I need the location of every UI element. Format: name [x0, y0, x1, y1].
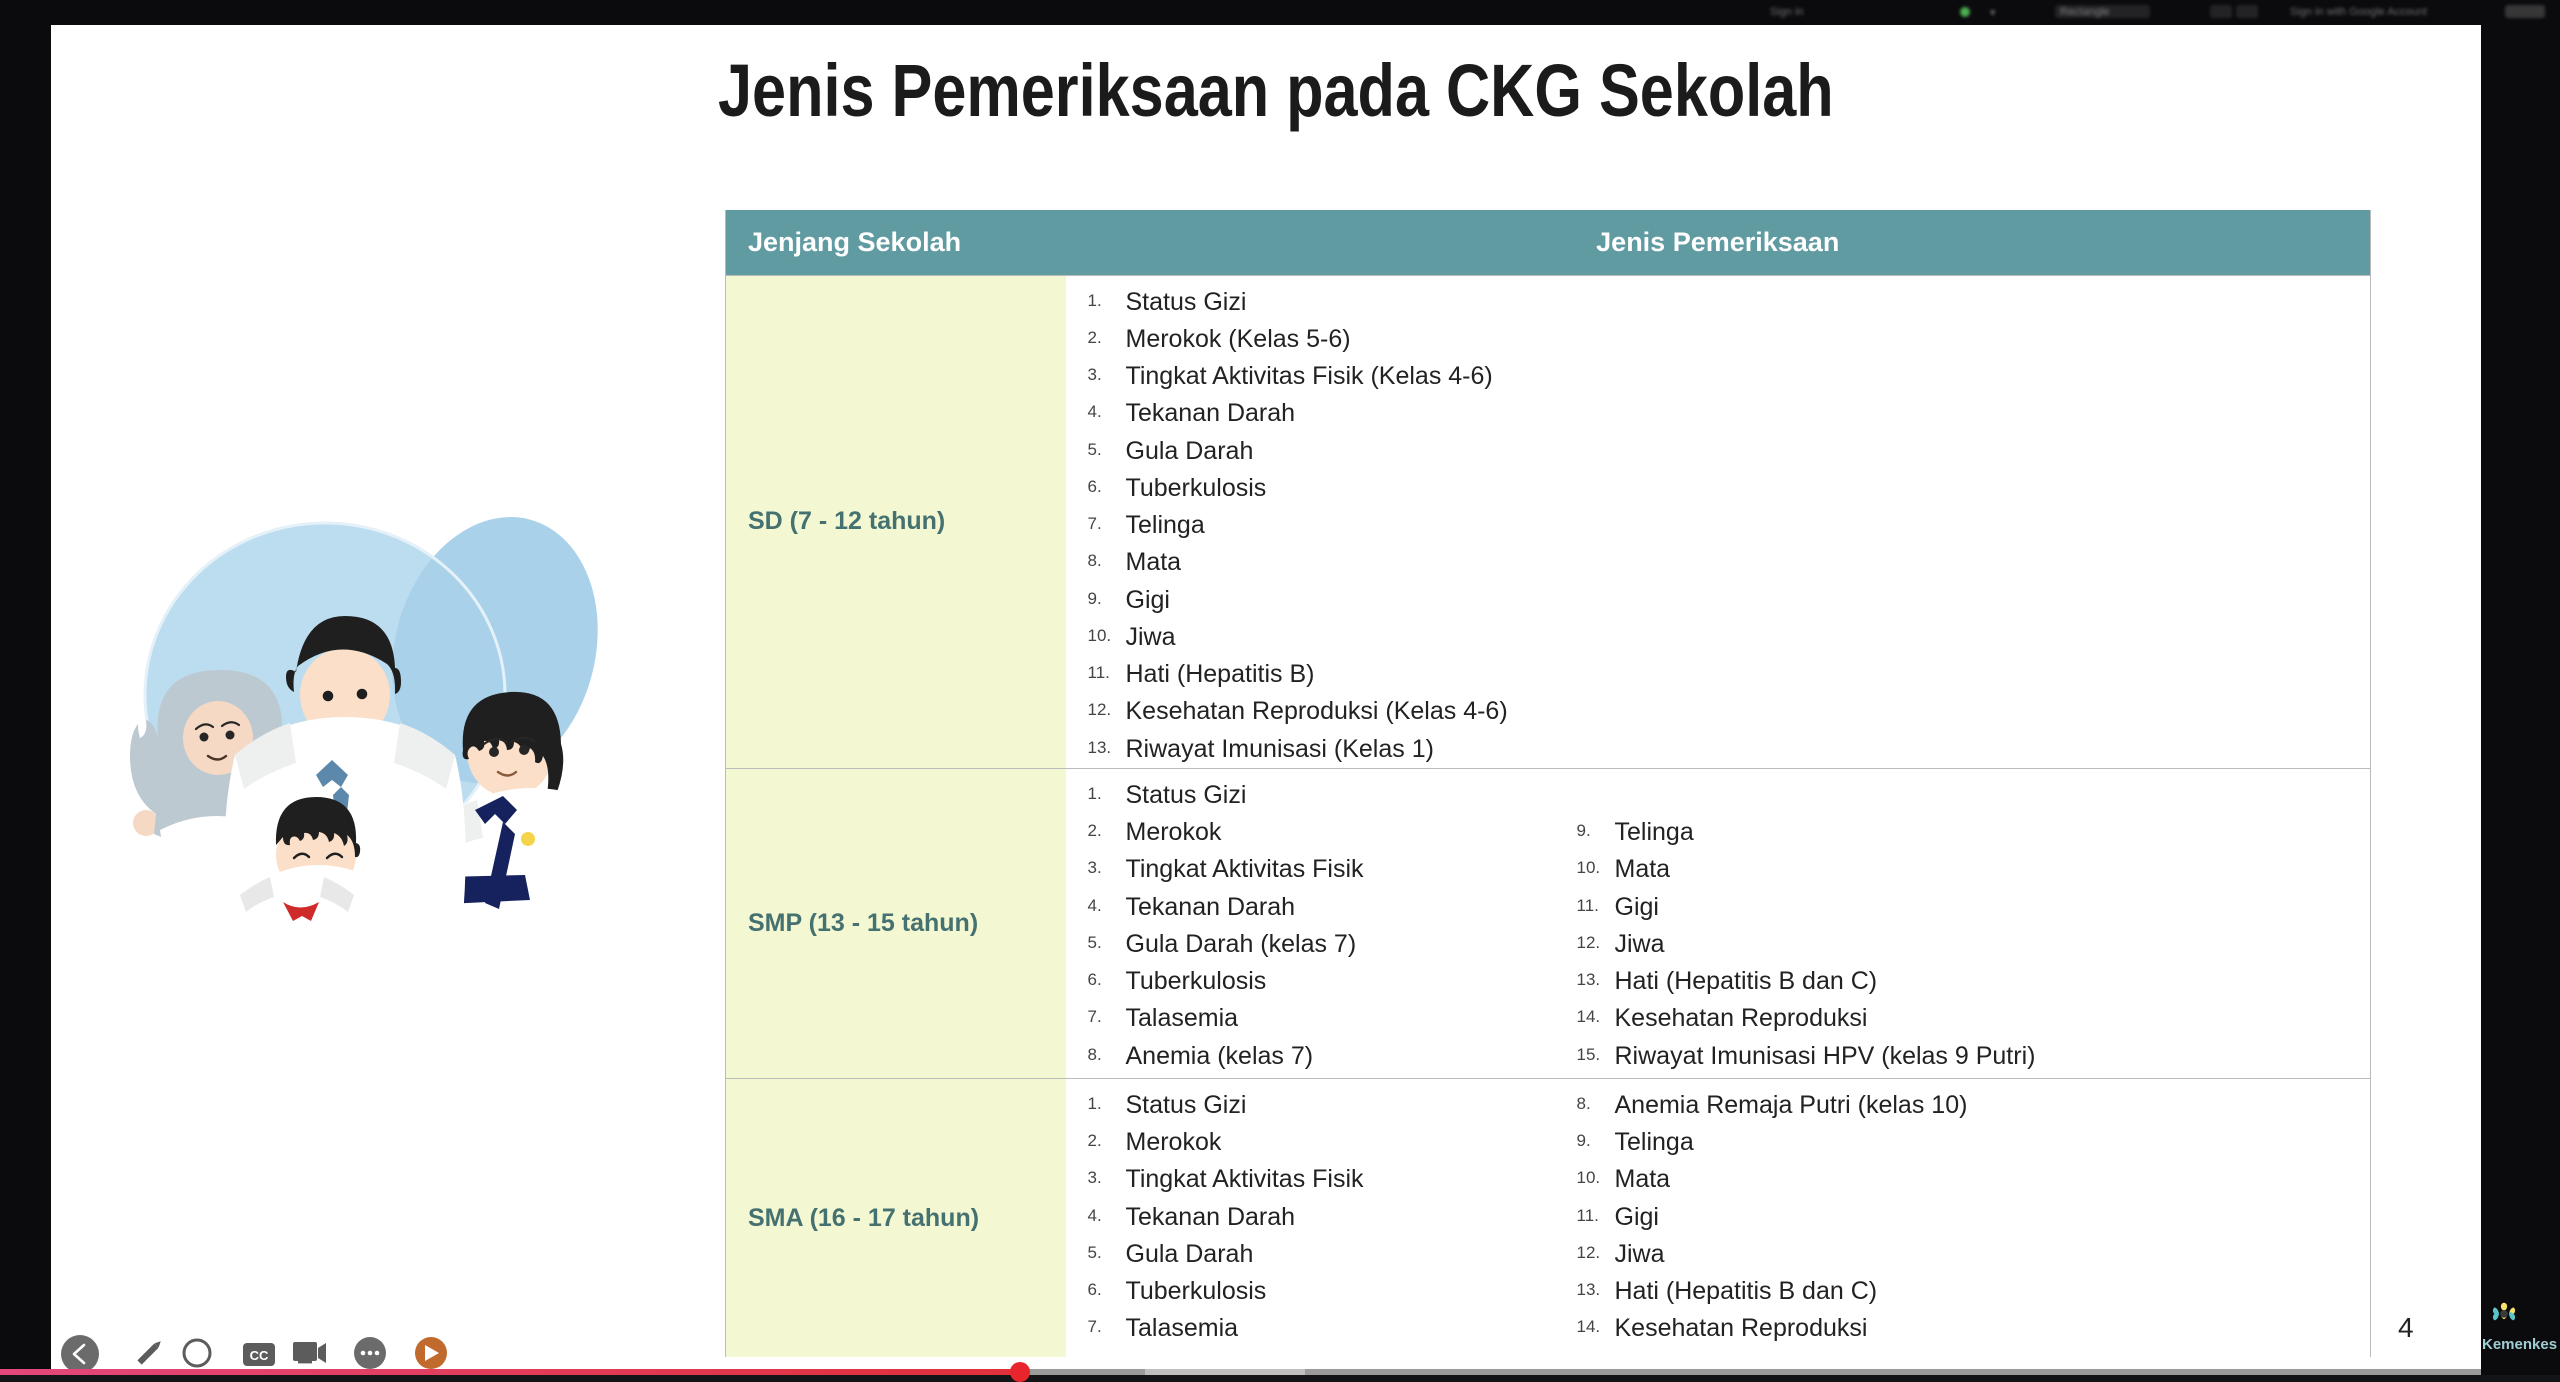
svg-text:CC: CC: [250, 1348, 269, 1363]
